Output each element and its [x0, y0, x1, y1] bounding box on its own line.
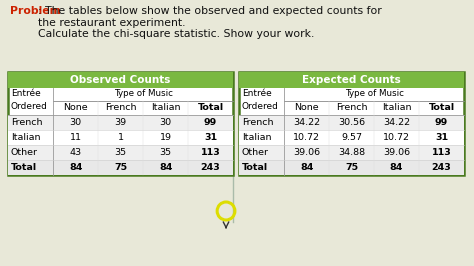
Bar [8, 72, 233, 175]
Text: 43: 43 [70, 148, 82, 157]
Text: 34.22: 34.22 [293, 118, 320, 127]
Text: Italian: Italian [242, 133, 271, 142]
Text: 30: 30 [160, 118, 172, 127]
Text: 75: 75 [114, 163, 127, 172]
Text: 31: 31 [435, 133, 448, 142]
Text: Ordered: Ordered [11, 102, 48, 111]
Text: 99: 99 [204, 118, 217, 127]
Text: French: French [242, 118, 273, 127]
Bar [239, 145, 464, 160]
Text: French: French [11, 118, 42, 127]
Text: 31: 31 [204, 133, 217, 142]
Text: Entrée: Entrée [242, 89, 272, 98]
Text: Other: Other [11, 148, 38, 157]
Text: Observed Counts: Observed Counts [70, 75, 171, 85]
Bar [239, 115, 464, 130]
Text: 34.88: 34.88 [338, 148, 365, 157]
Text: 34.22: 34.22 [383, 118, 410, 127]
Text: Expected Counts: Expected Counts [302, 75, 401, 85]
Text: 243: 243 [201, 163, 220, 172]
Text: 39.06: 39.06 [293, 148, 320, 157]
Text: Type of Music: Type of Music [114, 89, 173, 98]
Text: 243: 243 [431, 163, 451, 172]
Bar [239, 160, 464, 175]
Text: : The tables below show the observed and expected counts for
the restaurant expe: : The tables below show the observed and… [38, 6, 382, 39]
Text: Total: Total [197, 103, 224, 113]
Bar [8, 145, 233, 160]
Text: 75: 75 [345, 163, 358, 172]
Text: French: French [105, 103, 137, 113]
Text: Total: Total [428, 103, 455, 113]
Text: 35: 35 [160, 148, 172, 157]
Bar [239, 72, 464, 175]
Text: 30.56: 30.56 [338, 118, 365, 127]
Text: None: None [294, 103, 319, 113]
Text: 11: 11 [70, 133, 82, 142]
Text: 39: 39 [115, 118, 127, 127]
Bar [8, 130, 233, 145]
Text: Type of Music: Type of Music [345, 89, 403, 98]
Text: None: None [64, 103, 88, 113]
Text: 84: 84 [69, 163, 82, 172]
Text: 39.06: 39.06 [383, 148, 410, 157]
Text: 10.72: 10.72 [293, 133, 320, 142]
Text: 84: 84 [390, 163, 403, 172]
Text: Total: Total [11, 163, 37, 172]
Bar [239, 130, 464, 145]
Text: Italian: Italian [11, 133, 40, 142]
Text: Total: Total [242, 163, 268, 172]
Text: 113: 113 [201, 148, 220, 157]
Bar [8, 115, 233, 130]
Text: 10.72: 10.72 [383, 133, 410, 142]
Text: 99: 99 [435, 118, 448, 127]
Bar [239, 72, 464, 88]
Text: 84: 84 [300, 163, 313, 172]
Text: Entrée: Entrée [11, 89, 41, 98]
Text: 1: 1 [118, 133, 124, 142]
Text: 30: 30 [70, 118, 82, 127]
Text: 113: 113 [431, 148, 451, 157]
Text: 35: 35 [115, 148, 127, 157]
Text: French: French [336, 103, 367, 113]
Text: 19: 19 [160, 133, 172, 142]
Text: Ordered: Ordered [242, 102, 279, 111]
Bar [8, 160, 233, 175]
Text: 9.57: 9.57 [341, 133, 362, 142]
Text: Problem: Problem [10, 6, 61, 16]
Text: Italian: Italian [382, 103, 411, 113]
Bar [8, 72, 233, 88]
Text: Italian: Italian [151, 103, 180, 113]
Text: Other: Other [242, 148, 269, 157]
Text: 84: 84 [159, 163, 172, 172]
